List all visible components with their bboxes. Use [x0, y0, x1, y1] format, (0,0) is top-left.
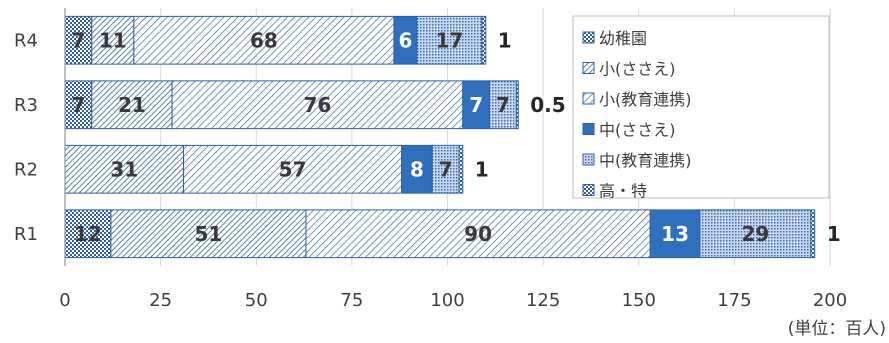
legend-label: 高・特 — [599, 182, 647, 201]
data-label: 68 — [250, 28, 278, 52]
x-tick-label: 50 — [245, 290, 268, 311]
data-label: 12 — [74, 222, 102, 246]
data-label: 11 — [99, 28, 127, 52]
bar-segment — [133, 15, 395, 65]
category-label: R4 — [14, 30, 38, 51]
data-label: 7 — [496, 93, 510, 117]
legend-swatch — [582, 92, 595, 105]
data-label: 7 — [71, 28, 85, 52]
legend-label: 幼稚園 — [599, 29, 647, 48]
bar-segment — [171, 80, 464, 130]
bar-segment — [810, 209, 816, 259]
segment-labels: 12 51 90 13 29 131 57 8 7 17 21 76 7 7 0.57 11 68 6 17 1 — [71, 28, 840, 246]
x-axis-ticks: 0 25 50 75 100 125 150 175 200 — [59, 290, 847, 311]
data-label: 1 — [498, 28, 512, 52]
bar-segment — [91, 80, 173, 130]
bar-segment — [64, 80, 93, 130]
y-axis-categories: R1 R2 R3 R4 — [14, 30, 38, 245]
x-tick-label: 25 — [149, 290, 172, 311]
bar-segment — [481, 15, 487, 65]
x-tick-label: 100 — [430, 290, 464, 311]
legend-swatch — [582, 62, 595, 74]
unit-note: (単位：百人) — [788, 319, 886, 339]
bar-segment — [401, 144, 433, 194]
data-label: 21 — [118, 93, 146, 117]
data-label: 8 — [410, 157, 424, 181]
category-label: R2 — [14, 159, 38, 180]
legend-swatch — [582, 184, 595, 196]
bar-segment — [183, 144, 403, 194]
x-tick-label: 200 — [813, 290, 847, 311]
bar-segment — [458, 144, 464, 194]
data-label: 76 — [304, 93, 332, 117]
legend-box — [572, 15, 830, 199]
data-label: 1 — [475, 157, 489, 181]
category-label: R3 — [14, 95, 38, 116]
data-label: 17 — [435, 28, 463, 52]
x-tick-label: 0 — [59, 290, 70, 311]
data-label: 6 — [398, 28, 412, 52]
data-label: 1 — [827, 222, 841, 246]
x-tick-label: 75 — [340, 290, 363, 311]
data-label: 31 — [110, 157, 138, 181]
legend-swatch — [582, 31, 595, 44]
bar-segment — [110, 209, 307, 259]
bar-segments — [64, 15, 816, 259]
category-label: R1 — [14, 224, 38, 245]
bar-segment — [462, 80, 491, 130]
data-label: 7 — [71, 93, 85, 117]
bar-segment — [431, 144, 460, 194]
data-label: 51 — [195, 222, 223, 246]
x-tick-label: 175 — [717, 290, 751, 311]
data-label: 0.5 — [530, 93, 565, 117]
x-tick-label: 150 — [622, 290, 656, 311]
data-label: 7 — [469, 93, 483, 117]
bar-segment — [416, 15, 483, 65]
bar-segment — [91, 15, 135, 65]
bar-segment — [515, 80, 519, 130]
legend-swatch — [582, 153, 595, 166]
x-tick-label: 125 — [526, 290, 560, 311]
data-label: 90 — [464, 222, 492, 246]
data-label: 13 — [661, 222, 689, 246]
legend-label: 小(教育連携) — [599, 90, 692, 109]
legend-label: 中(ささえ) — [599, 121, 676, 140]
legend-label: 中(教育連携) — [599, 151, 692, 170]
legend-swatch — [582, 123, 595, 135]
data-label: 57 — [279, 157, 307, 181]
legend-label: 小(ささえ) — [599, 60, 676, 79]
data-label: 29 — [741, 222, 769, 246]
data-label: 7 — [439, 157, 453, 181]
